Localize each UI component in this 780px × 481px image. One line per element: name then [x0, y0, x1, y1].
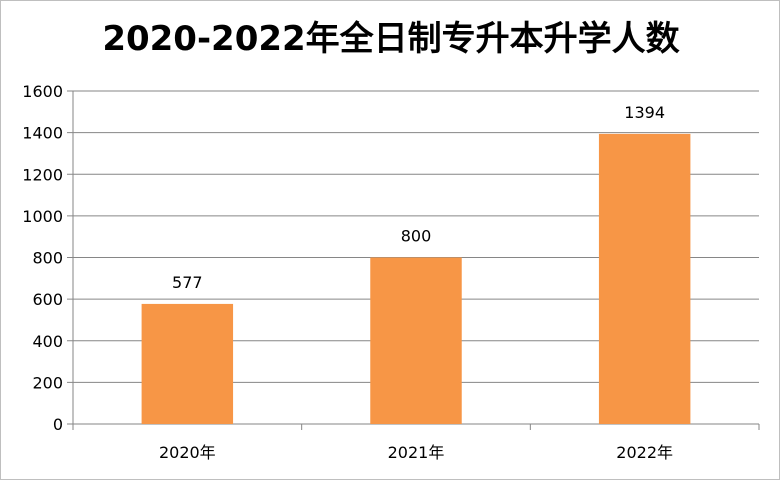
y-tick-label: 200: [32, 373, 63, 392]
data-label: 1394: [624, 103, 665, 122]
bar: [141, 303, 234, 424]
bar: [598, 133, 691, 424]
chart-title: 2020-2022年全日制专升本升学人数: [102, 19, 680, 59]
y-tick-label: 600: [32, 290, 63, 309]
x-tick-label: 2021年: [388, 443, 445, 462]
y-tick-label: 1000: [22, 207, 63, 226]
x-tick-label: 2020年: [159, 443, 216, 462]
x-tick-label: 2022年: [616, 443, 673, 462]
y-tick-label: 800: [32, 249, 63, 268]
y-tick-label: 1600: [22, 82, 63, 101]
y-tick-label: 1200: [22, 165, 63, 184]
y-tick-label: 0: [53, 415, 63, 434]
y-tick-label: 400: [32, 332, 63, 351]
data-label: 577: [172, 273, 203, 292]
bar: [370, 257, 462, 424]
y-tick-label: 1400: [22, 124, 63, 143]
data-label: 800: [401, 227, 432, 246]
